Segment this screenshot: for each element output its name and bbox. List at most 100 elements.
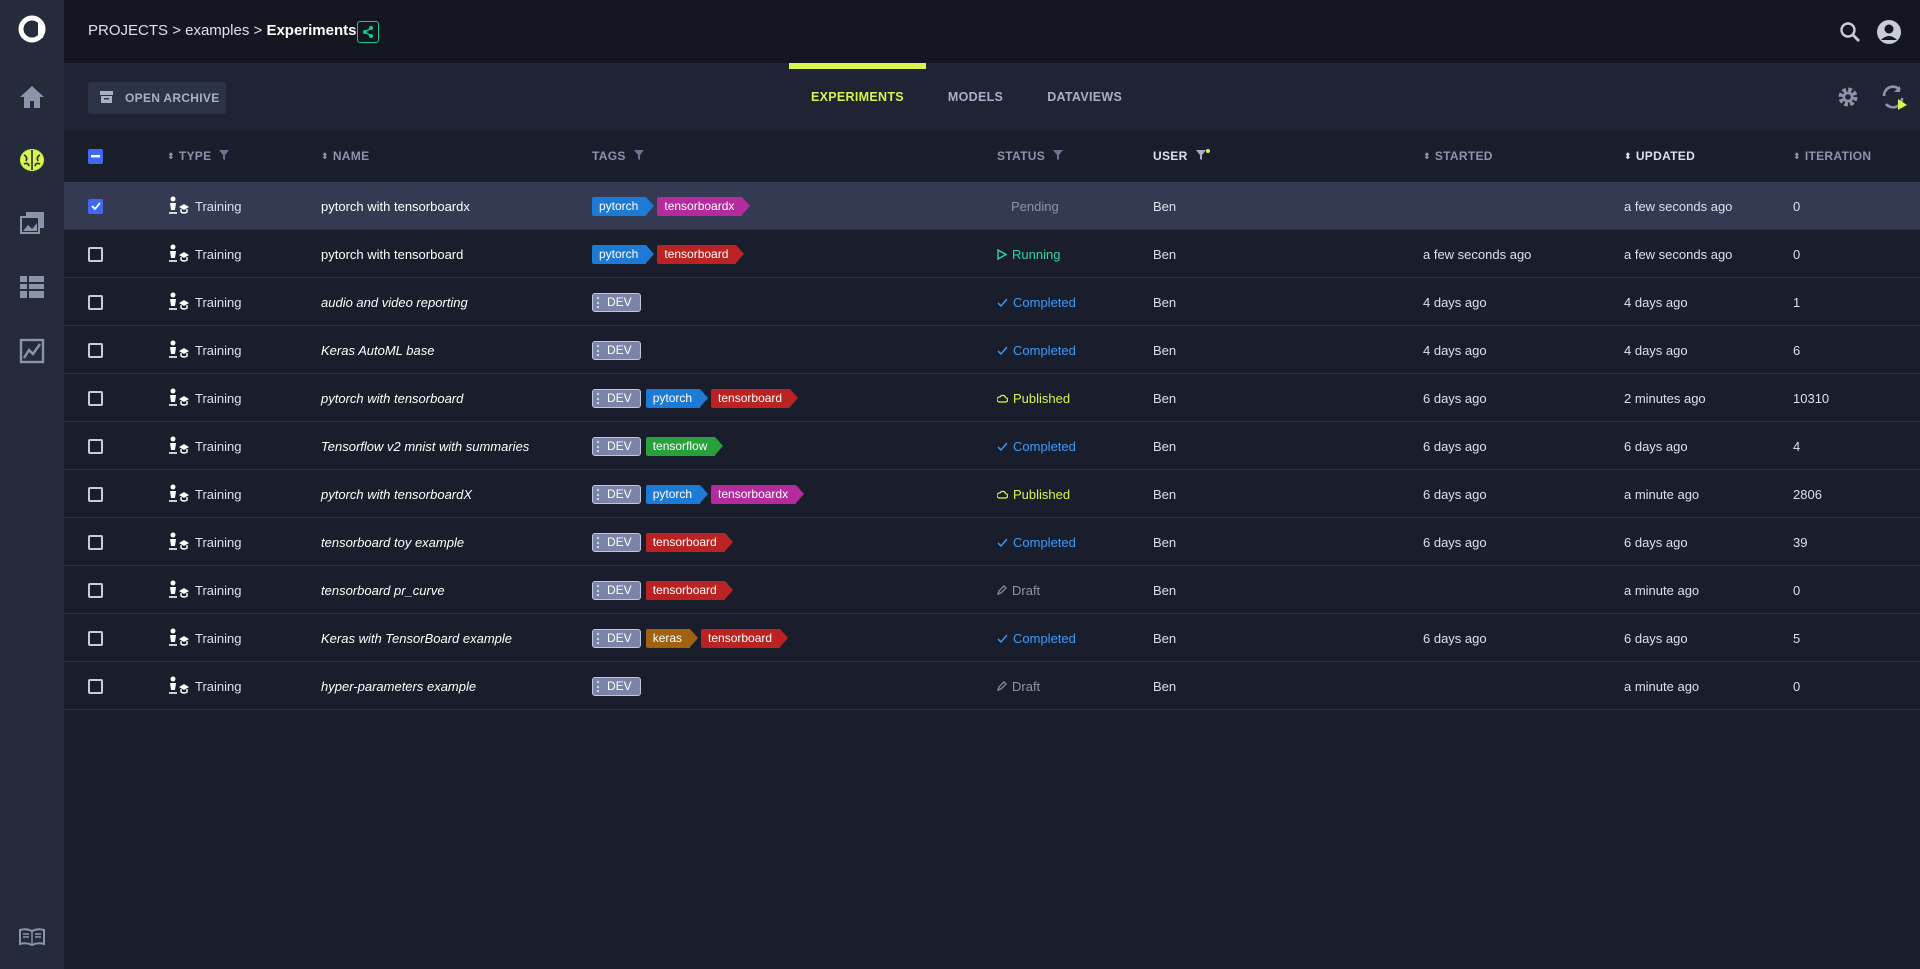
table-row[interactable]: Training Tensorflow v2 mnist with summar… (64, 422, 1920, 470)
row-checkbox[interactable] (88, 230, 103, 278)
allegro-logo-icon[interactable] (17, 14, 47, 44)
breadcrumb-projects[interactable]: PROJECTS (88, 22, 169, 39)
tag-chip[interactable]: keras (645, 628, 699, 648)
experiment-name[interactable]: Keras with TensorBoard example (321, 630, 513, 646)
name-cell[interactable]: pytorch with tensorboardx (321, 182, 470, 230)
experiment-name[interactable]: hyper-parameters example (321, 678, 477, 694)
tag-chip[interactable]: pytorch (645, 388, 709, 408)
name-cell[interactable]: Keras with TensorBoard example (321, 614, 512, 662)
tag-chip[interactable]: tensorboard (711, 388, 799, 408)
table-row[interactable]: Training Keras with TensorBoard example … (64, 614, 1920, 662)
name-cell[interactable]: tensorboard toy example (321, 518, 464, 566)
breadcrumb-project[interactable]: examples (185, 22, 250, 39)
column-header-started[interactable]: ⬍ STARTED (1423, 149, 1493, 163)
filter-icon[interactable] (1053, 149, 1064, 163)
table-row[interactable]: Training Keras AutoML base DEV Completed… (64, 326, 1920, 374)
name-cell[interactable]: pytorch with tensorboard (321, 230, 463, 278)
tab-models[interactable]: MODELS (947, 89, 1004, 104)
column-header-type[interactable]: ⬍ TYPE (167, 130, 230, 182)
tag-chip[interactable]: pytorch (592, 244, 655, 264)
chart-icon[interactable] (17, 336, 47, 366)
refresh-icon[interactable] (1880, 84, 1908, 110)
experiment-name[interactable]: pytorch with tensorboardX (321, 486, 473, 502)
name-cell[interactable]: tensorboard pr_curve (321, 566, 445, 614)
table-row[interactable]: Training audio and video reporting DEV C… (64, 278, 1920, 326)
book-icon[interactable] (17, 922, 47, 952)
tag-chip[interactable]: DEV (592, 580, 641, 600)
search-icon[interactable] (1838, 20, 1862, 44)
table-row[interactable]: Training pytorch with tensorboardx pytor… (64, 182, 1920, 230)
row-checkbox[interactable] (88, 278, 103, 326)
column-header-user[interactable]: USER (1153, 130, 1210, 182)
tag-chip[interactable]: DEV (592, 292, 641, 312)
name-cell[interactable]: Tensorflow v2 mnist with summaries (321, 422, 529, 470)
filter-icon[interactable] (633, 149, 644, 163)
sort-icon[interactable]: ⬍ (1423, 150, 1431, 161)
name-cell[interactable]: pytorch with tensorboardX (321, 470, 472, 518)
experiment-name[interactable]: pytorch with tensorboard (321, 246, 464, 262)
experiment-name[interactable]: pytorch with tensorboard (321, 390, 464, 406)
tag-chip[interactable]: DEV (592, 532, 641, 552)
tag-chip[interactable]: pytorch (592, 196, 655, 216)
select-all-checkbox[interactable] (88, 130, 103, 182)
gear-icon[interactable] (1836, 85, 1860, 109)
table-row[interactable]: Training pytorch with tensorboard DEV pyt… (64, 374, 1920, 422)
filter-active-icon[interactable] (1195, 148, 1210, 164)
row-checkbox[interactable] (88, 422, 103, 470)
sort-icon[interactable]: ⬍ (167, 150, 175, 161)
experiment-name[interactable]: Tensorflow v2 mnist with summaries (321, 438, 530, 454)
experiment-name[interactable]: Keras AutoML base (321, 342, 435, 358)
experiment-name[interactable]: pytorch with tensorboardx (321, 198, 470, 214)
share-icon[interactable] (357, 21, 379, 43)
tag-chip[interactable]: DEV (592, 340, 641, 360)
open-archive-button[interactable]: OPEN ARCHIVE (88, 82, 226, 114)
experiment-name[interactable]: tensorboard pr_curve (321, 582, 445, 598)
row-checkbox[interactable] (88, 518, 103, 566)
column-header-status[interactable]: STATUS (997, 130, 1064, 182)
table-icon[interactable] (17, 272, 47, 302)
table-row[interactable]: Training tensorboard toy example DEV tens… (64, 518, 1920, 566)
experiment-name[interactable]: tensorboard toy example (321, 534, 465, 550)
table-row[interactable]: Training pytorch with tensorboard pytorc… (64, 230, 1920, 278)
tag-chip[interactable]: tensorboardx (711, 484, 805, 504)
tag-chip[interactable]: DEV (592, 628, 641, 648)
tag-chip[interactable]: DEV (592, 484, 641, 504)
sort-icon[interactable]: ⬍ (321, 150, 329, 161)
table-row[interactable]: Training hyper-parameters example DEV Dr… (64, 662, 1920, 710)
row-checkbox[interactable] (88, 614, 103, 662)
tag-chip[interactable]: tensorboard (645, 532, 733, 552)
tag-chip[interactable]: tensorboard (657, 244, 745, 264)
user-icon[interactable] (1876, 19, 1902, 45)
row-checkbox[interactable] (88, 326, 103, 374)
tag-chip[interactable]: pytorch (645, 484, 709, 504)
column-header-tags[interactable]: TAGS (592, 130, 644, 182)
row-checkbox[interactable] (88, 374, 103, 422)
name-cell[interactable]: audio and video reporting (321, 278, 468, 326)
tab-experiments[interactable]: EXPERIMENTS (789, 63, 926, 130)
column-header-name[interactable]: ⬍ NAME (321, 149, 370, 163)
filter-icon[interactable] (219, 149, 230, 163)
tag-chip[interactable]: DEV (592, 388, 641, 408)
experiment-name[interactable]: audio and video reporting (321, 294, 468, 310)
tag-chip[interactable]: DEV (592, 676, 641, 696)
row-checkbox[interactable] (88, 662, 103, 710)
table-row[interactable]: Training tensorboard pr_curve DEV tensorb… (64, 566, 1920, 614)
name-cell[interactable]: Keras AutoML base (321, 326, 434, 374)
brain-icon[interactable] (17, 145, 47, 175)
name-cell[interactable]: hyper-parameters example (321, 662, 476, 710)
row-checkbox[interactable] (88, 182, 103, 230)
tag-chip[interactable]: tensorflow (645, 436, 724, 456)
sort-icon[interactable]: ⬍ (1793, 150, 1801, 161)
column-header-updated[interactable]: ⬍ UPDATED (1624, 149, 1696, 163)
tag-chip[interactable]: tensorboard (701, 628, 789, 648)
name-cell[interactable]: pytorch with tensorboard (321, 374, 463, 422)
column-header-iteration[interactable]: ⬍ ITERATION (1793, 149, 1872, 163)
tab-dataviews[interactable]: DATAVIEWS (1047, 89, 1123, 104)
tag-chip[interactable]: tensorboard (645, 580, 733, 600)
tag-chip[interactable]: tensorboardx (657, 196, 751, 216)
images-icon[interactable] (17, 208, 47, 238)
table-row[interactable]: Training pytorch with tensorboardX DEV py… (64, 470, 1920, 518)
tag-chip[interactable]: DEV (592, 436, 641, 456)
home-icon[interactable] (17, 82, 47, 112)
row-checkbox[interactable] (88, 470, 103, 518)
